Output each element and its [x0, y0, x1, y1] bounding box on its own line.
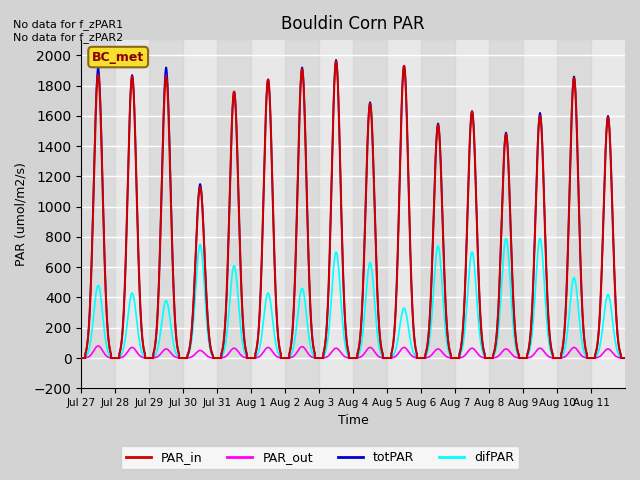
Bar: [557, 40, 591, 388]
Bar: [149, 40, 183, 388]
X-axis label: Time: Time: [338, 414, 369, 427]
Text: BC_met: BC_met: [92, 50, 144, 63]
Bar: [81, 40, 115, 388]
Bar: [489, 40, 523, 388]
Legend: PAR_in, PAR_out, totPAR, difPAR: PAR_in, PAR_out, totPAR, difPAR: [121, 446, 519, 469]
Bar: [217, 40, 251, 388]
Title: Bouldin Corn PAR: Bouldin Corn PAR: [281, 15, 425, 33]
Text: No data for f_zPAR1
No data for f_zPAR2: No data for f_zPAR1 No data for f_zPAR2: [13, 19, 123, 43]
Y-axis label: PAR (umol/m2/s): PAR (umol/m2/s): [15, 162, 28, 266]
Bar: [421, 40, 455, 388]
Bar: [353, 40, 387, 388]
Bar: [285, 40, 319, 388]
